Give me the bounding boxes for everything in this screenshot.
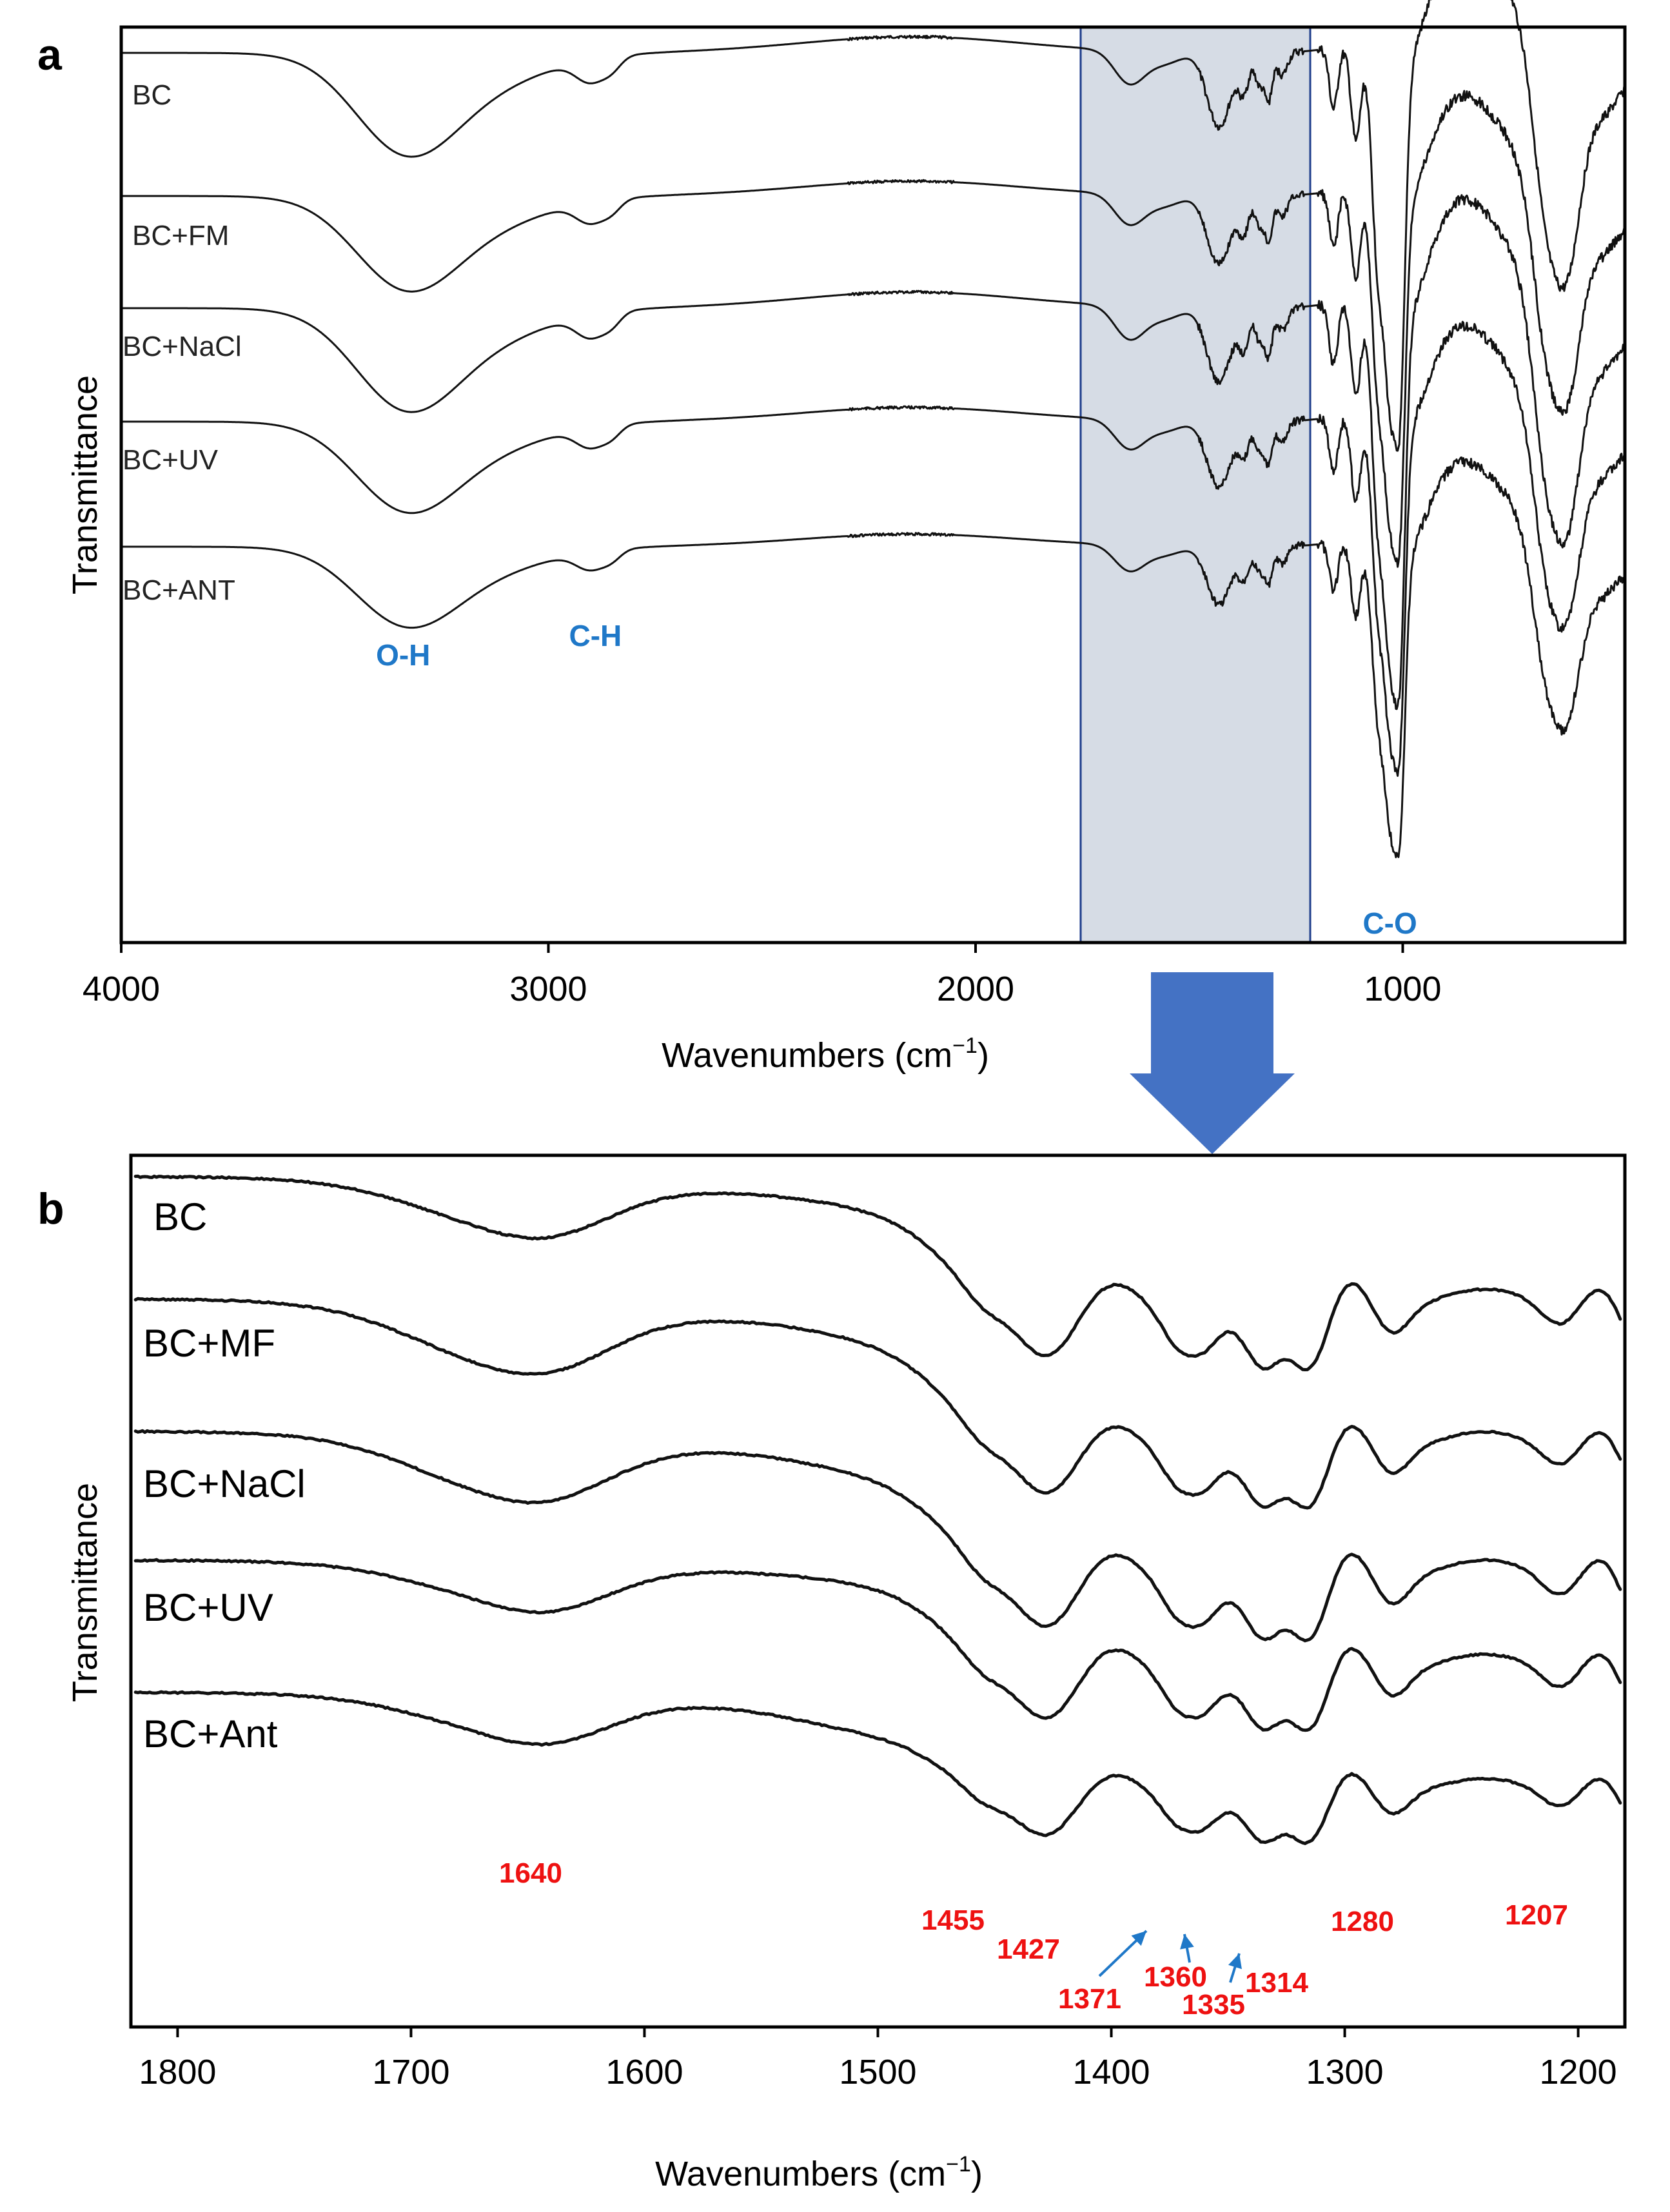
panel-b-series-labels: BC BC+MF BC+NaCl BC+UV BC+Ant — [143, 1195, 306, 1756]
panel-a-x-ticks: 4000 3000 2000 1000 — [83, 943, 1442, 1008]
peak-arrow-head-0 — [1131, 1931, 1146, 1946]
spectrum-a-0 — [121, 0, 1626, 452]
panel-a-y-axis-title: Transmittance — [66, 375, 104, 594]
spectrum-a-2 — [121, 194, 1626, 710]
zoom-down-arrow — [1130, 972, 1295, 1154]
peak-arrow-head-1 — [1180, 1934, 1194, 1950]
peak-label-1455: 1455 — [921, 1904, 985, 1936]
panel-b-y-axis-title: Transmittance — [66, 1483, 104, 1702]
band-label-0: O-H — [376, 638, 430, 672]
panel-a-spectra — [121, 0, 1626, 859]
tick-label-b: 1800 — [139, 2053, 216, 2091]
tick-label-b: 1200 — [1540, 2053, 1617, 2091]
tick-label-b: 1500 — [839, 2053, 916, 2091]
series-label-b-3: BC+UV — [143, 1586, 273, 1629]
peak-label-1360: 1360 — [1144, 1961, 1207, 1993]
band-label-2: C-O — [1362, 906, 1417, 940]
panel-b-letter: b — [37, 1184, 64, 1233]
tick-label-a: 4000 — [83, 970, 160, 1008]
spectrum-b-1 — [133, 1297, 1622, 1510]
peak-label-1427: 1427 — [997, 1933, 1060, 1965]
panel-a-band-labels: O-H C-H C-O — [376, 619, 1417, 940]
tick-label-a: 3000 — [509, 970, 587, 1008]
peak-label-1314: 1314 — [1245, 1967, 1308, 1999]
spectrum-b-3 — [133, 1558, 1622, 1732]
tick-label-a: 1000 — [1364, 970, 1441, 1008]
band-label-1: C-H — [569, 619, 622, 652]
spectrum-b-4 — [133, 1690, 1622, 1845]
series-label-b-4: BC+Ant — [143, 1712, 278, 1756]
peak-label-1207: 1207 — [1505, 1899, 1568, 1931]
series-label-a-4: BC+ANT — [123, 574, 235, 606]
tick-label-b: 1400 — [1072, 2053, 1150, 2091]
peak-label-1640: 1640 — [499, 1857, 562, 1889]
peak-label-1335: 1335 — [1182, 1989, 1245, 2021]
series-label-b-1: BC+MF — [143, 1322, 275, 1365]
series-label-a-2: BC+NaCl — [123, 331, 242, 362]
series-label-a-0: BC — [132, 79, 172, 111]
series-label-a-3: BC+UV — [123, 444, 219, 476]
spectrum-a-1 — [121, 90, 1626, 568]
tick-label-b: 1300 — [1306, 2053, 1383, 2091]
peak-arrow-head-2 — [1228, 1953, 1242, 1970]
tick-label-a: 2000 — [937, 970, 1014, 1008]
spectrum-b-0 — [133, 1174, 1622, 1371]
panel-a: 4000 3000 2000 1000 BC BC+FM BC+NaCl BC+UV BC+A… — [37, 0, 1627, 1075]
peak-label-1280: 1280 — [1331, 1906, 1394, 1937]
spectrum-b-2 — [133, 1429, 1622, 1643]
series-label-b-2: BC+NaCl — [143, 1462, 306, 1505]
panel-b: 1800 1700 1600 1500 1400 1300 1200 BC BC+MF BC+N… — [37, 1153, 1627, 2193]
panel-b-spectra — [133, 1174, 1622, 1845]
panel-b-x-axis-title: Wavenumbers (cm−1) — [655, 2152, 983, 2193]
panel-a-letter: a — [37, 30, 63, 79]
spectrum-a-3 — [121, 320, 1626, 777]
series-label-b-0: BC — [153, 1195, 207, 1238]
series-label-a-1: BC+FM — [132, 220, 229, 251]
spectrum-a-4 — [121, 456, 1626, 859]
panel-a-x-axis-title: Wavenumbers (cm−1) — [662, 1033, 989, 1075]
panel-a-plot-frame — [119, 25, 1627, 945]
tick-label-b: 1700 — [372, 2053, 449, 2091]
panel-b-x-ticks: 1800 1700 1600 1500 1400 1300 1200 — [139, 2027, 1617, 2091]
peak-label-1371: 1371 — [1058, 1983, 1121, 2015]
panel-a-highlight-region — [1081, 27, 1310, 943]
panel-a-series-labels: BC BC+FM BC+NaCl BC+UV BC+ANT — [123, 79, 242, 606]
tick-label-b: 1600 — [605, 2053, 683, 2091]
